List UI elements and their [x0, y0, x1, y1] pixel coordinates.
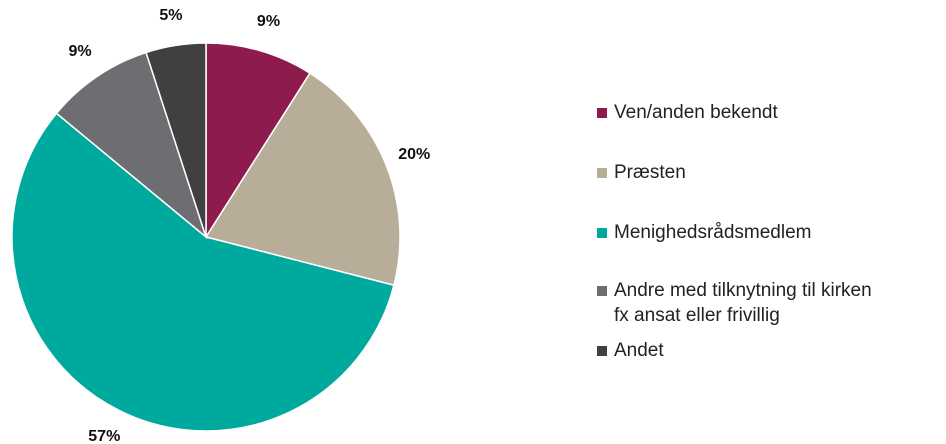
legend-swatch — [597, 286, 607, 296]
legend-item: Menighedsrådsmedlem — [597, 220, 812, 245]
data-label: 20% — [398, 146, 430, 163]
data-label: 9% — [257, 13, 280, 30]
legend-item: Andre med tilknytning til kirken fx ansa… — [597, 278, 872, 328]
legend-label: Præsten — [614, 162, 686, 183]
legend-item: Ven/anden bekendt — [597, 100, 778, 125]
pie-slice — [145, 42, 207, 238]
legend-label: Ven/anden bekendt — [614, 102, 778, 123]
legend-swatch — [597, 108, 607, 118]
legend-swatch — [597, 168, 607, 178]
data-label: 5% — [159, 7, 182, 24]
legend-item: Andet — [597, 338, 664, 363]
pie-slice — [55, 51, 208, 240]
legend-item: Præsten — [597, 160, 686, 185]
legend-label: Andre med tilknytning til kirken fx ansa… — [614, 280, 872, 326]
legend-swatch — [597, 346, 607, 356]
data-label: 9% — [69, 43, 92, 60]
legend-swatch — [597, 228, 607, 238]
pie-slice — [205, 42, 311, 240]
pie-slice — [11, 112, 395, 432]
pie-slice — [204, 72, 401, 287]
legend-label: Andet — [614, 340, 664, 361]
data-label: 57% — [88, 428, 120, 444]
legend-label: Menighedsrådsmedlem — [614, 222, 812, 243]
